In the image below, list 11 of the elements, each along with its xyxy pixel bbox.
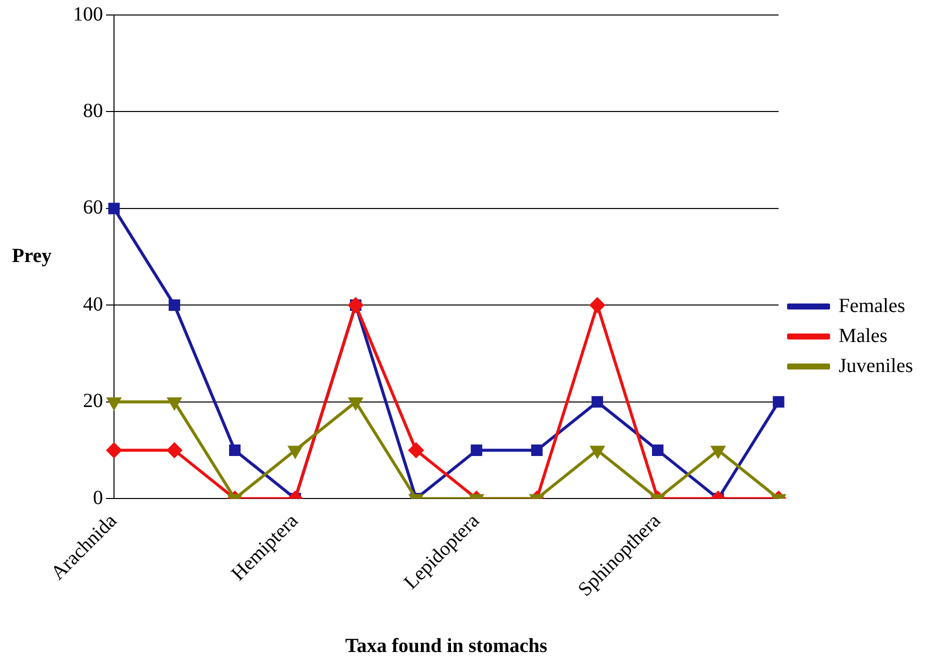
y-tick-label: 20 [83,390,103,412]
y-tick-label: 80 [83,100,103,122]
legend-label: Males [838,324,888,347]
x-axis-title: Taxa found in stomachs [345,635,548,658]
legend-label: Juveniles [838,354,914,377]
legend-label: Females [838,294,906,317]
y-tick-label: 60 [83,196,103,219]
y-tick-label: 40 [83,293,103,316]
y-tick-label: 100 [73,3,103,26]
y-tick-label: 0 [93,486,103,509]
y-axis-title: Prey [12,244,52,267]
